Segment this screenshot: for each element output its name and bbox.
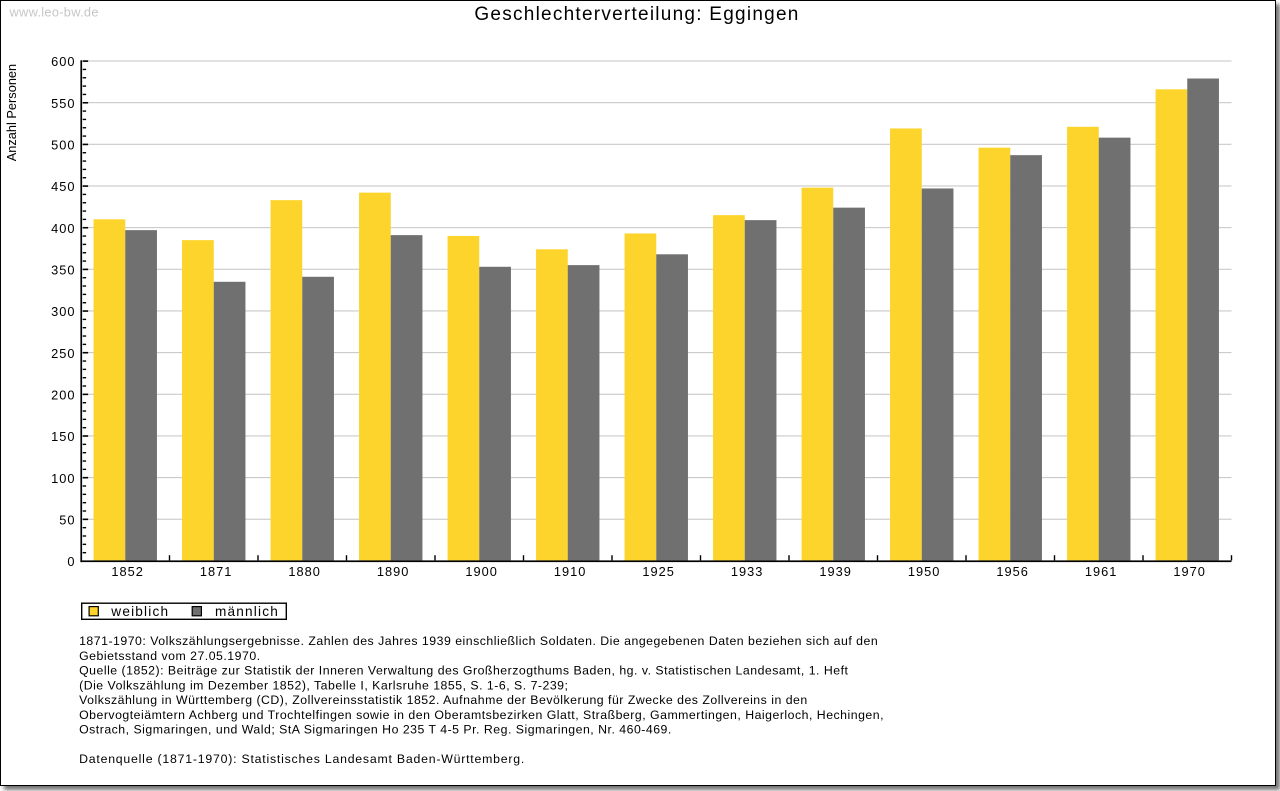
svg-text:1950: 1950 bbox=[908, 564, 940, 579]
svg-text:Anzahl Personen: Anzahl Personen bbox=[4, 64, 19, 161]
svg-text:Gebietsstand vom 27.05.1970.: Gebietsstand vom 27.05.1970. bbox=[79, 649, 261, 663]
svg-text:550: 550 bbox=[51, 96, 75, 111]
svg-text:1925: 1925 bbox=[642, 564, 674, 579]
svg-text:450: 450 bbox=[51, 179, 75, 194]
svg-text:0: 0 bbox=[67, 554, 75, 569]
svg-text:50: 50 bbox=[59, 512, 75, 527]
svg-text:150: 150 bbox=[51, 429, 75, 444]
svg-text:1880: 1880 bbox=[288, 564, 320, 579]
svg-text:www.leo-bw.de: www.leo-bw.de bbox=[9, 4, 99, 19]
svg-text:Quelle (1852): Beiträge zur St: Quelle (1852): Beiträge zur Statistik de… bbox=[79, 664, 848, 678]
svg-text:Geschlechterverteilung: Egging: Geschlechterverteilung: Eggingen bbox=[474, 4, 799, 25]
svg-text:300: 300 bbox=[51, 304, 75, 319]
svg-text:600: 600 bbox=[51, 54, 75, 69]
svg-text:400: 400 bbox=[51, 221, 75, 236]
svg-text:1961: 1961 bbox=[1085, 564, 1117, 579]
svg-text:1910: 1910 bbox=[554, 564, 586, 579]
svg-text:500: 500 bbox=[51, 138, 75, 153]
svg-text:Datenquelle (1871-1970): Stati: Datenquelle (1871-1970): Statistisches L… bbox=[79, 752, 525, 766]
svg-text:1956: 1956 bbox=[996, 564, 1028, 579]
svg-text:350: 350 bbox=[51, 262, 75, 277]
svg-text:1933: 1933 bbox=[731, 564, 763, 579]
svg-text:200: 200 bbox=[51, 387, 75, 402]
svg-text:1900: 1900 bbox=[465, 564, 497, 579]
svg-text:1939: 1939 bbox=[819, 564, 851, 579]
svg-text:1871-1970: Volkszählungsergebn: 1871-1970: Volkszählungsergebnisse. Zahl… bbox=[79, 634, 878, 648]
svg-text:1890: 1890 bbox=[377, 564, 409, 579]
svg-text:Volkszählung in Württemberg (C: Volkszählung in Württemberg (CD), Zollve… bbox=[79, 693, 808, 707]
svg-text:Obervogteiämtern Achberg und T: Obervogteiämtern Achberg und Trochtelfin… bbox=[79, 708, 884, 722]
svg-text:(Die Volkszählung im Dezember: (Die Volkszählung im Dezember 1852), Tab… bbox=[79, 678, 568, 692]
svg-text:1970: 1970 bbox=[1173, 564, 1205, 579]
svg-text:1871: 1871 bbox=[200, 564, 232, 579]
svg-text:weiblich: weiblich bbox=[110, 604, 169, 619]
svg-text:männlich: männlich bbox=[215, 604, 279, 619]
svg-text:100: 100 bbox=[51, 471, 75, 486]
svg-text:250: 250 bbox=[51, 346, 75, 361]
svg-text:1852: 1852 bbox=[111, 564, 143, 579]
svg-text:Ostrach, Sigmaringen, und Wald: Ostrach, Sigmaringen, und Wald; StA Sigm… bbox=[79, 723, 672, 737]
